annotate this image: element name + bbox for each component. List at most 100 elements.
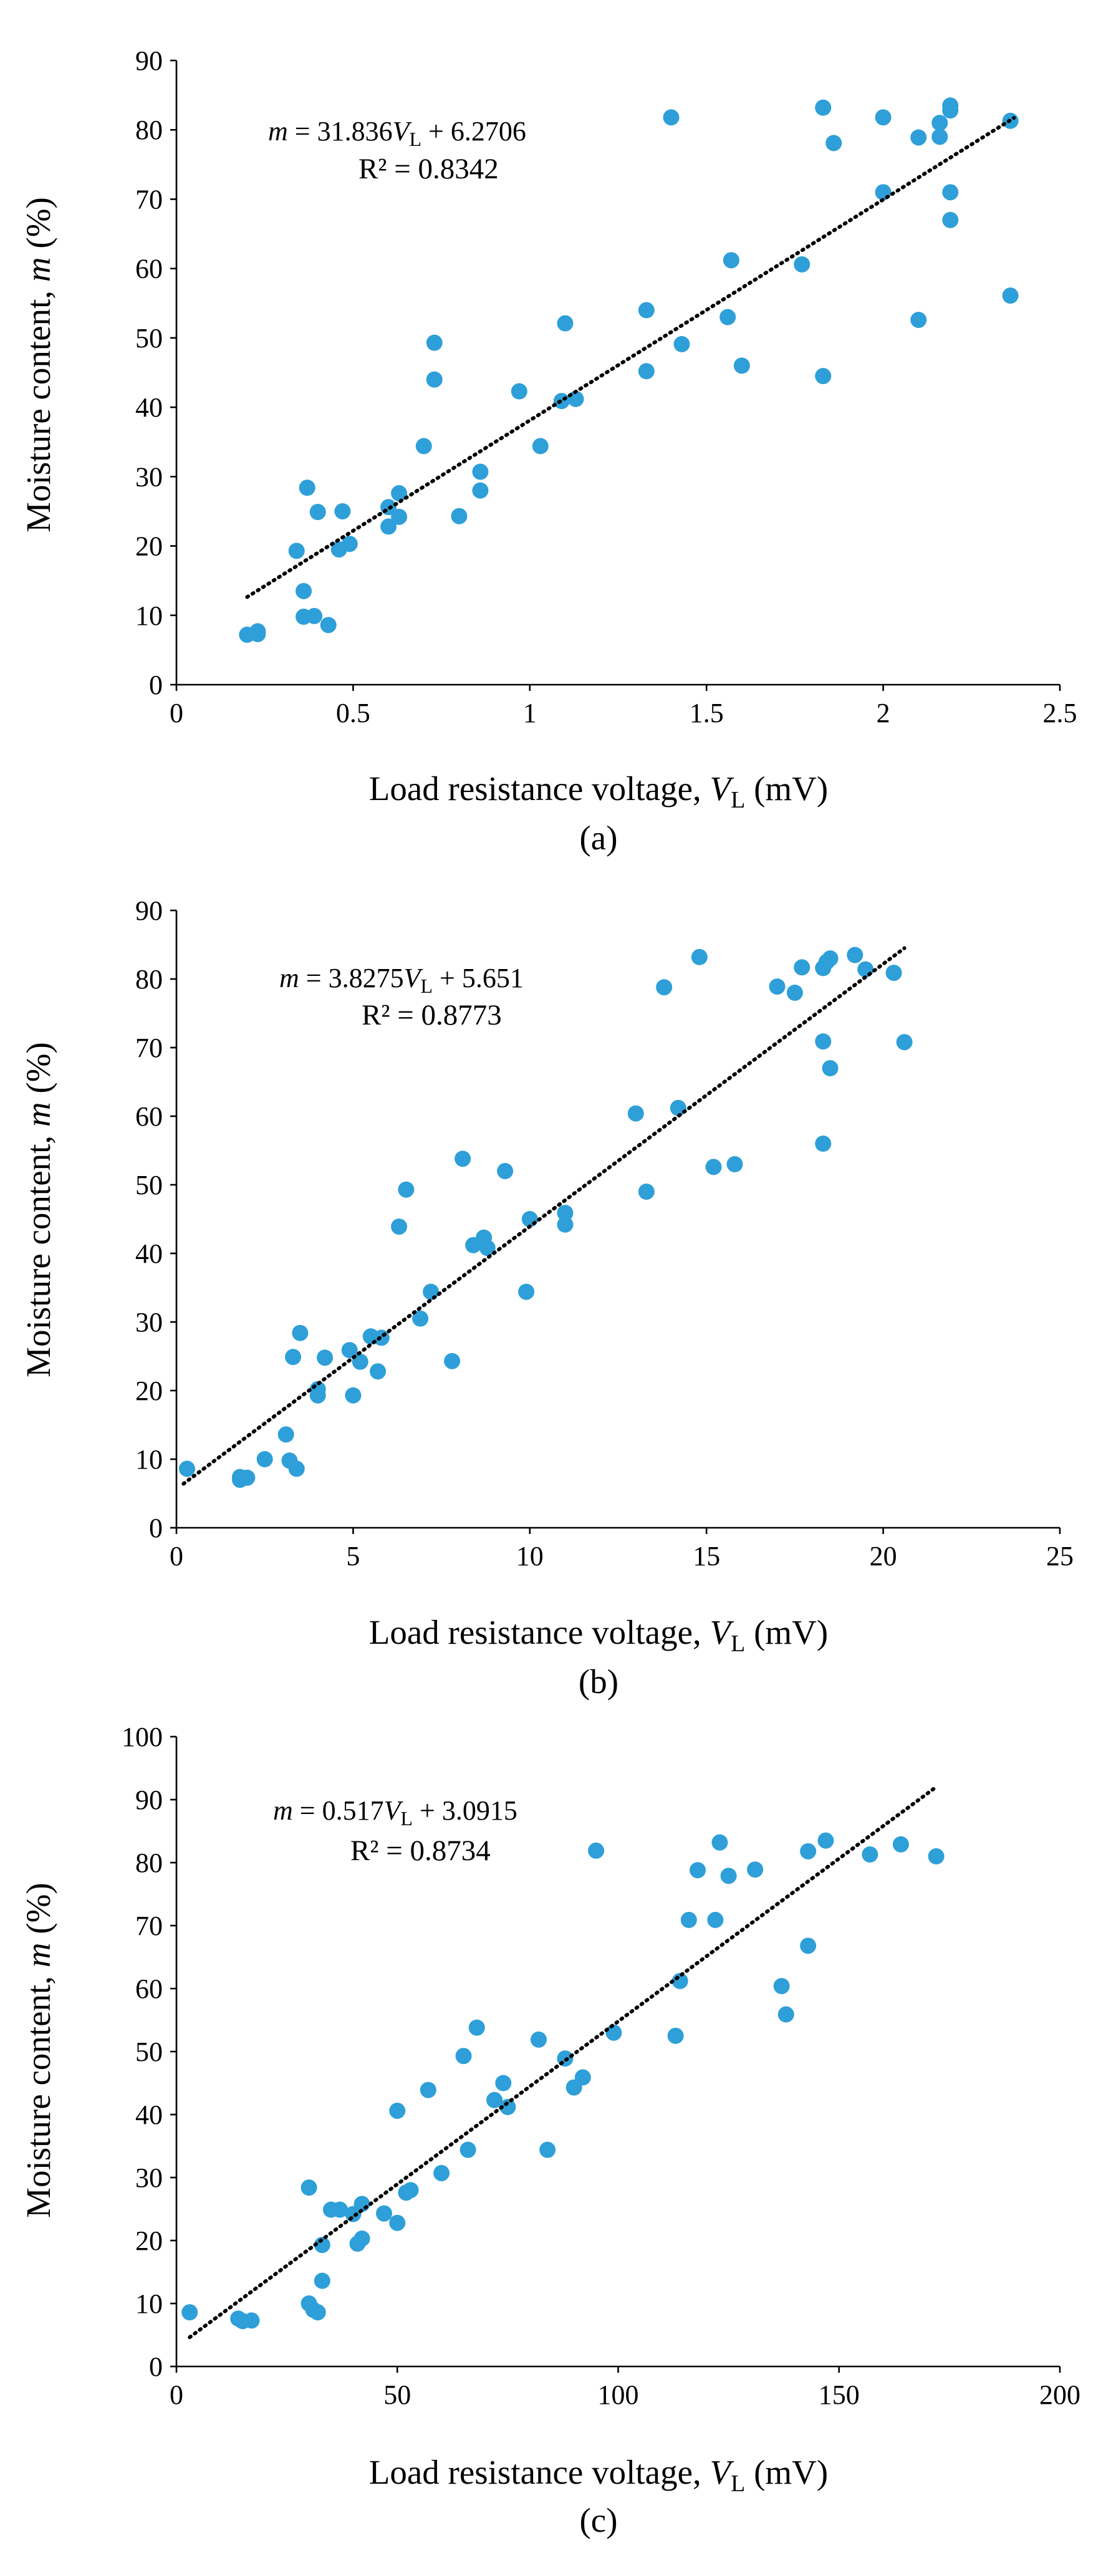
data-point — [588, 1842, 605, 1859]
y-tick-label: 0 — [149, 1513, 163, 1543]
data-point — [181, 2304, 198, 2321]
data-point — [420, 2082, 436, 2098]
equation-label: m = 3.8275VL + 5.651 — [279, 963, 524, 997]
panel-label: (c) — [579, 2501, 617, 2539]
data-point — [468, 2019, 485, 2036]
x-tick-label: 2.5 — [1043, 698, 1077, 728]
y-tick-label: 10 — [135, 2289, 163, 2319]
data-point — [910, 129, 927, 146]
trendline — [188, 1785, 938, 2340]
data-point — [910, 311, 927, 328]
data-point — [412, 1310, 429, 1327]
y-tick-label: 20 — [135, 1376, 163, 1406]
data-point — [472, 482, 489, 499]
data-point — [415, 438, 432, 455]
data-point — [875, 109, 892, 126]
data-point — [451, 508, 468, 524]
y-tick-label: 90 — [135, 46, 163, 76]
x-tick-label: 20 — [870, 1541, 897, 1571]
trendline — [245, 116, 1016, 599]
y-tick-label: 80 — [135, 1848, 163, 1878]
data-point — [892, 1836, 909, 1853]
data-point — [332, 2201, 349, 2218]
trendline — [181, 946, 907, 1486]
data-point — [794, 959, 810, 976]
y-tick-label: 10 — [135, 1444, 163, 1475]
y-tick-label: 90 — [135, 895, 163, 926]
y-tick-label: 60 — [135, 254, 163, 284]
data-point — [288, 1460, 305, 1477]
data-point — [627, 1105, 644, 1122]
data-point — [690, 1862, 706, 1879]
data-point — [638, 363, 655, 380]
data-point — [341, 536, 358, 552]
data-point — [345, 1387, 362, 1404]
data-point — [444, 1353, 461, 1369]
data-point — [777, 2006, 794, 2023]
data-point — [825, 135, 842, 152]
data-point — [314, 2272, 330, 2289]
data-point — [380, 518, 397, 535]
data-point — [511, 383, 527, 400]
data-point — [928, 1848, 945, 1864]
data-point — [249, 623, 266, 640]
data-point — [673, 335, 690, 352]
data-point — [667, 2027, 684, 2044]
data-point — [299, 480, 315, 496]
y-tick-label: 80 — [135, 964, 163, 995]
y-tick-label: 80 — [135, 115, 163, 145]
data-point — [341, 1342, 358, 1359]
y-axis-label: Moisture content, m (%) — [19, 1042, 57, 1377]
data-point — [705, 1159, 722, 1175]
x-axis-label: Load resistance voltage, VL (mV) — [369, 1613, 828, 1657]
data-point — [942, 184, 959, 201]
data-point — [495, 2075, 512, 2091]
data-point — [391, 485, 408, 502]
x-axis-label: Load resistance voltage, VL (mV) — [369, 769, 828, 813]
r-squared-label: R² = 0.8734 — [350, 1835, 491, 1867]
data-point — [794, 256, 810, 273]
data-point — [726, 1156, 743, 1172]
data-point — [769, 978, 786, 995]
r-squared-label: R² = 0.8342 — [358, 153, 499, 185]
data-point — [499, 2098, 516, 2115]
data-point — [518, 1283, 535, 1300]
x-tick-label: 100 — [598, 2380, 639, 2410]
data-point — [277, 1426, 294, 1443]
data-point — [815, 368, 832, 385]
data-point — [574, 2069, 591, 2086]
y-tick-label: 90 — [135, 1785, 163, 1815]
data-point — [301, 2179, 317, 2196]
data-point — [288, 543, 305, 559]
data-point — [306, 607, 323, 624]
data-point — [459, 2141, 476, 2158]
y-tick-label: 30 — [135, 461, 163, 492]
x-tick-label: 50 — [383, 2380, 411, 2410]
data-point — [179, 1460, 196, 1477]
data-point — [747, 1861, 764, 1878]
data-point — [707, 1911, 724, 1928]
data-point — [402, 2182, 419, 2199]
data-point — [398, 1181, 415, 1198]
y-tick-label: 30 — [135, 2163, 163, 2193]
y-axis-label: Moisture content, m (%) — [19, 1883, 57, 2218]
data-point — [557, 1205, 574, 1222]
y-tick-label: 30 — [135, 1307, 163, 1338]
data-point — [296, 582, 312, 599]
y-tick-label: 20 — [135, 2226, 163, 2256]
data-point — [663, 109, 680, 126]
data-point — [656, 979, 673, 996]
y-tick-label: 40 — [135, 2100, 163, 2130]
data-point — [285, 1349, 302, 1366]
y-tick-label: 70 — [135, 1911, 163, 1941]
data-point — [539, 2141, 556, 2158]
data-point — [309, 1387, 326, 1404]
x-tick-label: 10 — [516, 1541, 544, 1571]
x-tick-label: 1.5 — [690, 698, 724, 728]
data-point — [800, 1937, 817, 1954]
panel-label: (a) — [579, 819, 617, 857]
data-point — [1002, 287, 1019, 304]
data-point — [479, 1240, 496, 1257]
x-tick-label: 200 — [1039, 2380, 1080, 2410]
data-point — [942, 102, 959, 119]
